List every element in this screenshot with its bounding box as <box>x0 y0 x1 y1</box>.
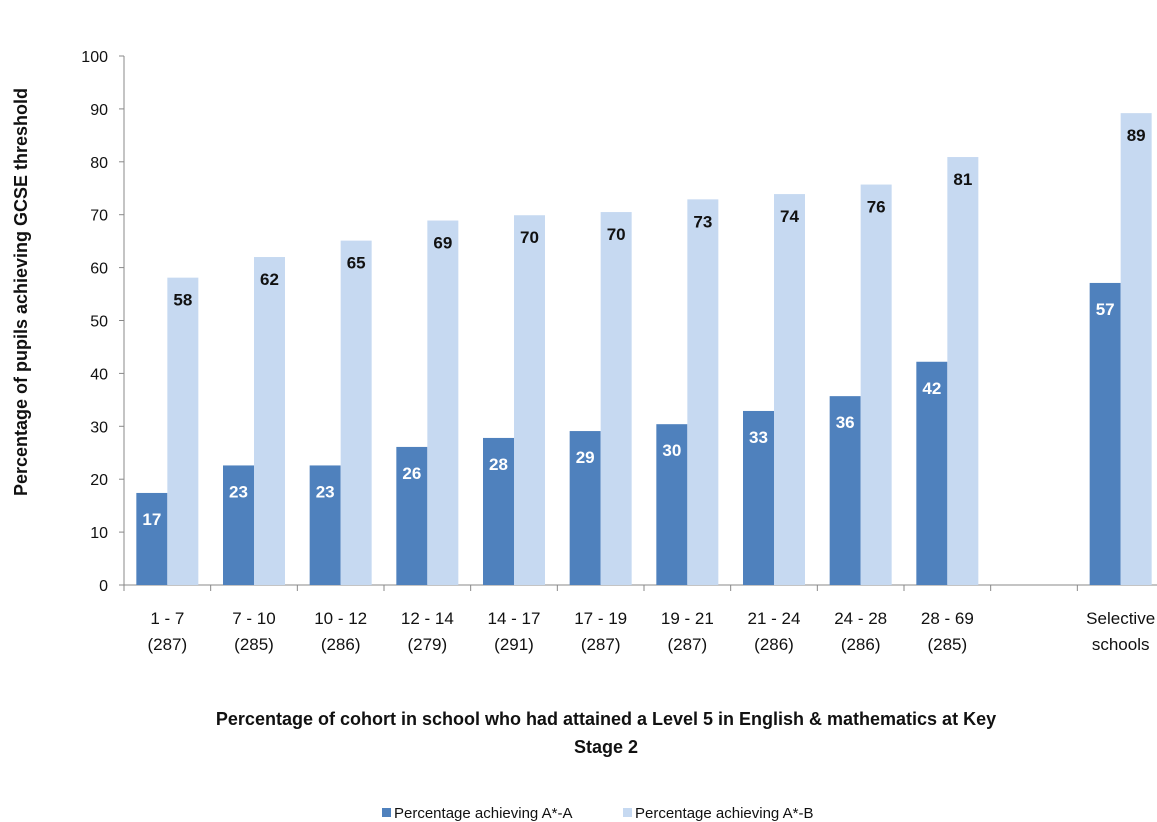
x-tick-label: 7 - 10 <box>232 609 275 628</box>
x-axis-label: Stage 2 <box>574 737 638 757</box>
bar-a-star-a <box>396 446 428 585</box>
data-label: 57 <box>1096 300 1115 319</box>
x-tick-label: 19 - 21 <box>661 609 714 628</box>
data-label: 74 <box>780 207 799 226</box>
x-tick-label: (279) <box>407 635 447 654</box>
bar-a-star-b <box>514 215 545 585</box>
y-axis-ticks: 0 10 20 30 40 50 60 70 80 90 100 <box>81 49 124 595</box>
data-label: 42 <box>922 379 941 398</box>
x-tick-label: (285) <box>927 635 967 654</box>
x-tick-label: (287) <box>147 635 187 654</box>
x-axis-label: Percentage of cohort in school who had a… <box>216 709 996 729</box>
data-label: 28 <box>489 455 508 474</box>
legend: Percentage achieving A*-A Percentage achi… <box>382 805 813 822</box>
x-tick-label: (287) <box>581 635 621 654</box>
bar-a-star-b <box>1120 113 1152 585</box>
data-label: 70 <box>607 225 626 244</box>
x-tick-label: 17 - 19 <box>574 609 627 628</box>
bar-a-star-b <box>427 220 459 586</box>
y-tick-label: 40 <box>90 366 108 383</box>
data-label: 89 <box>1127 126 1146 145</box>
data-label: 30 <box>662 441 681 460</box>
bar-a-star-a <box>829 396 861 585</box>
x-tick-label: (286) <box>841 635 881 654</box>
x-tick-label: 24 - 28 <box>834 609 887 628</box>
bar-a-star-a <box>569 431 601 585</box>
y-tick-label: 0 <box>99 578 108 595</box>
y-tick-label: 10 <box>90 525 108 542</box>
data-label: 62 <box>260 270 279 289</box>
x-tick-label: (287) <box>667 635 707 654</box>
bar-a-star-a <box>743 410 774 585</box>
bar-a-star-b <box>860 184 892 585</box>
bar-a-star-a <box>223 465 254 585</box>
bar-a-star-b <box>340 240 372 585</box>
x-tick-label: (286) <box>321 635 361 654</box>
bar-a-star-b <box>774 194 805 585</box>
data-label: 26 <box>402 464 421 483</box>
data-label: 76 <box>867 198 886 217</box>
y-tick-label: 60 <box>90 261 108 278</box>
y-tick-label: 100 <box>81 49 108 66</box>
y-tick-label: 80 <box>90 155 108 172</box>
x-tick-label: 1 - 7 <box>150 609 184 628</box>
bar-a-star-a <box>136 492 168 585</box>
data-label: 29 <box>576 448 595 467</box>
legend-label: Percentage achieving A*-B <box>635 805 813 822</box>
y-tick-label: 50 <box>90 314 108 331</box>
x-tick-label: 28 - 69 <box>921 609 974 628</box>
x-tick-label: 21 - 24 <box>748 609 801 628</box>
data-label: 65 <box>347 254 366 273</box>
y-axis-title: Percentage of pupils achieving GCSE thre… <box>11 88 31 496</box>
y-tick-label: 20 <box>90 472 108 489</box>
bar-a-star-b <box>167 277 199 585</box>
bar-a-star-a <box>309 465 341 585</box>
y-tick-label: 70 <box>90 208 108 225</box>
data-label: 23 <box>229 482 248 501</box>
x-tick-label: 14 - 17 <box>488 609 541 628</box>
bar-a-star-a <box>1089 282 1121 585</box>
bar-a-star-b <box>687 199 719 585</box>
x-tick-label: 10 - 12 <box>314 609 367 628</box>
legend-swatch <box>382 808 391 817</box>
bar-a-star-a <box>916 361 948 585</box>
bars: 17 23 23 26 28 29 30 33 36 42 57 58 62 65 69 70 70 73 74 76… <box>136 113 1152 586</box>
x-tick-label: 12 - 14 <box>401 609 454 628</box>
x-axis-title: Percentage of cohort in school who had a… <box>216 709 996 757</box>
y-axis-label: Percentage of pupils achieving GCSE thre… <box>11 88 31 496</box>
x-tick-label: Selective <box>1086 609 1155 628</box>
bar-a-star-a <box>483 437 514 585</box>
x-tick-label: (291) <box>494 635 534 654</box>
data-label: 23 <box>316 482 335 501</box>
bar-a-star-b <box>600 212 632 585</box>
data-label: 36 <box>836 413 855 432</box>
x-tick-label: (285) <box>234 635 274 654</box>
legend-swatch <box>623 808 632 817</box>
x-tick-label: (286) <box>754 635 794 654</box>
legend-label: Percentage achieving A*-A <box>394 805 572 822</box>
data-label: 73 <box>693 212 712 231</box>
bar-a-star-b <box>254 257 285 585</box>
data-label: 81 <box>953 170 972 189</box>
y-tick-label: 30 <box>90 419 108 436</box>
category-labels: 1 - 7 (287) 7 - 10 (285) 10 - 12 (286) 12 - 14… <box>123 585 1155 654</box>
y-tick-label: 90 <box>90 102 108 119</box>
data-label: 70 <box>520 228 539 247</box>
bar-a-star-b <box>947 157 979 585</box>
data-label: 17 <box>142 510 161 529</box>
bar-a-star-a <box>656 424 688 585</box>
data-label: 69 <box>433 234 452 253</box>
data-label: 58 <box>173 291 192 310</box>
x-tick-label: schools <box>1092 635 1150 654</box>
data-label: 33 <box>749 428 768 447</box>
